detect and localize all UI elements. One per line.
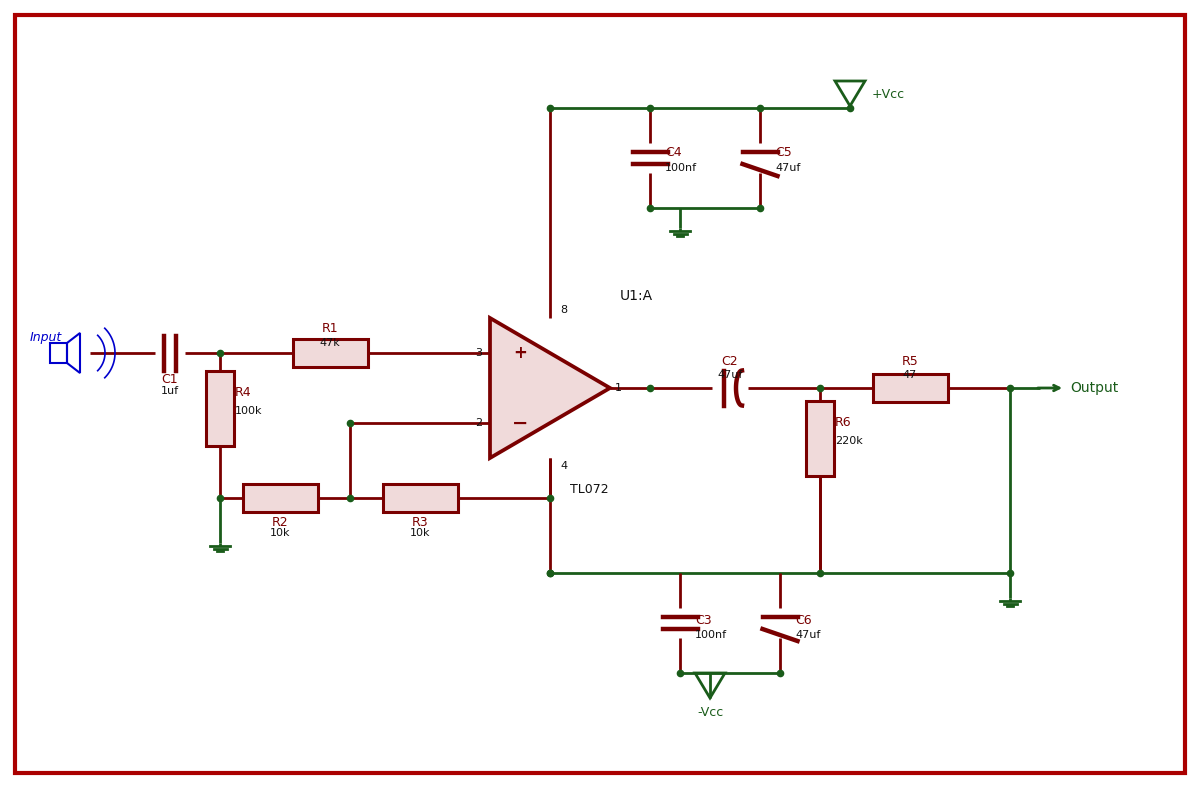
FancyBboxPatch shape [872, 374, 948, 402]
Text: 10k: 10k [409, 528, 431, 538]
Text: -Vcc: -Vcc [697, 706, 724, 719]
Text: TL072: TL072 [570, 483, 608, 496]
Text: 47uf: 47uf [718, 370, 743, 380]
Text: R2: R2 [271, 516, 288, 529]
Text: 8: 8 [560, 305, 568, 315]
Text: 47: 47 [902, 370, 917, 380]
Text: 4: 4 [560, 461, 568, 471]
FancyBboxPatch shape [293, 339, 367, 367]
Text: 3: 3 [475, 348, 482, 358]
Text: 47uf: 47uf [796, 630, 821, 640]
FancyBboxPatch shape [242, 484, 318, 512]
Text: +Vcc: +Vcc [872, 87, 905, 101]
Text: C4: C4 [665, 147, 682, 159]
Text: 100k: 100k [235, 406, 263, 416]
Text: +: + [514, 344, 527, 362]
Text: R5: R5 [901, 355, 918, 368]
Text: U1:A: U1:A [620, 289, 653, 303]
Text: Output: Output [1070, 381, 1118, 395]
Text: C2: C2 [721, 355, 738, 368]
Polygon shape [490, 318, 610, 458]
Text: 10k: 10k [270, 528, 290, 538]
Text: C3: C3 [695, 615, 712, 627]
Text: R4: R4 [235, 386, 252, 400]
Text: 47uf: 47uf [775, 163, 800, 173]
Text: R1: R1 [322, 322, 338, 335]
Text: C1: C1 [162, 373, 179, 386]
Text: −: − [512, 414, 528, 433]
FancyBboxPatch shape [383, 484, 457, 512]
Text: 1: 1 [616, 383, 622, 393]
Text: C5: C5 [775, 147, 792, 159]
Text: 47k: 47k [319, 338, 341, 348]
FancyBboxPatch shape [806, 400, 834, 475]
Text: 100nf: 100nf [665, 163, 697, 173]
Text: 2: 2 [475, 418, 482, 428]
Text: Input: Input [30, 332, 62, 344]
Text: R6: R6 [835, 417, 852, 429]
Text: C6: C6 [796, 615, 811, 627]
FancyBboxPatch shape [206, 370, 234, 445]
Text: 1uf: 1uf [161, 386, 179, 396]
Text: 220k: 220k [835, 436, 863, 446]
Text: R3: R3 [412, 516, 428, 529]
Text: 100nf: 100nf [695, 630, 727, 640]
